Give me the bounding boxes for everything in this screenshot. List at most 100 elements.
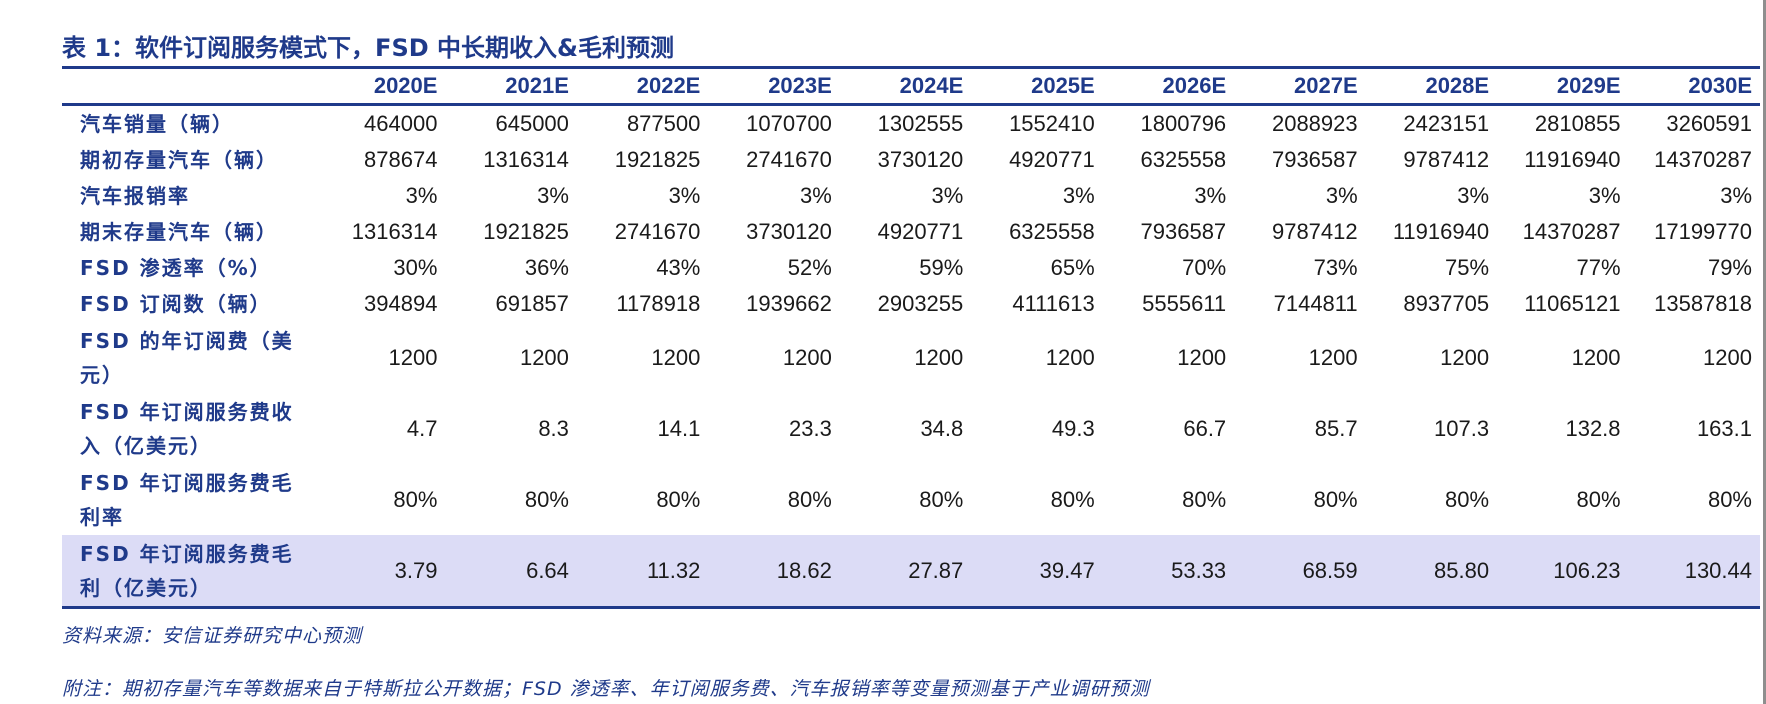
- table-cell: 3%: [668, 183, 701, 208]
- table-cell: 49.3: [1051, 415, 1095, 441]
- table-cell: 39.47: [971, 535, 1103, 608]
- table-cell: 3%: [1325, 183, 1358, 208]
- row-label: FSD 的年订阅费（美元）: [80, 328, 294, 387]
- table-cell: 4.7: [406, 415, 438, 441]
- table-cell: 9787412: [1403, 147, 1490, 172]
- table-row: 汽车报销率 3% 3% 3% 3% 3% 3% 3% 3% 3% 3% 3%: [62, 178, 1760, 214]
- table-cell: 1070700: [746, 111, 832, 136]
- table-cell: 3%: [537, 183, 569, 208]
- header-year: 2024E: [899, 73, 964, 98]
- table-cell: 7144811: [1273, 291, 1358, 316]
- table-cell: 1178918: [616, 291, 701, 316]
- row-label: 期末存量汽车（辆）: [80, 220, 278, 244]
- table-cell: 3.79: [314, 535, 446, 608]
- table-cell: 6325558: [1140, 147, 1227, 172]
- table-cell: 1200: [651, 344, 701, 370]
- table-cell: 85.7: [1314, 415, 1358, 441]
- table-row: 期末存量汽车（辆） 1316314 1921825 2741670 3730120 492…: [62, 214, 1760, 250]
- table-cell: 80%: [1050, 486, 1095, 512]
- table-cell: 53.33: [1102, 535, 1235, 608]
- row-label: FSD 渗透率（%）: [80, 256, 272, 280]
- table-cell: 6325558: [1009, 219, 1095, 244]
- table-cell: 11916940: [1392, 219, 1490, 244]
- table-cell: 80%: [787, 486, 832, 512]
- row-label: FSD 年订阅服务费毛利率: [80, 470, 294, 529]
- table-cell: 106.23: [1497, 535, 1629, 608]
- table-cell: 7936587: [1140, 219, 1227, 244]
- table-cell: 34.8: [920, 415, 964, 441]
- table-cell: 27.87: [839, 535, 972, 608]
- table-cell: 877500: [626, 111, 701, 136]
- header-year: 2030E: [1688, 73, 1752, 98]
- row-label: FSD 年订阅服务费毛利（亿美元）: [62, 535, 314, 608]
- table-cell: 1200: [1571, 344, 1621, 370]
- table-cell: 80%: [524, 486, 569, 512]
- table-cell: 1316314: [351, 219, 438, 244]
- table-cell: 85.80: [1365, 535, 1498, 608]
- table-cell: 1200: [914, 344, 964, 370]
- header-empty-cell: [62, 68, 314, 105]
- source-note: 资料来源：安信证券研究中心预测: [62, 625, 363, 647]
- table-cell: 14.1: [657, 415, 701, 441]
- table-cell: 9787412: [1271, 219, 1358, 244]
- table-cell: 52%: [787, 255, 832, 280]
- table-cell: 645000: [495, 111, 569, 136]
- table-row: 汽车销量（辆） 464000 645000 877500 1070700 1302555 1…: [62, 105, 1760, 143]
- table-cell: 1939662: [746, 291, 832, 316]
- table-cell: 18.62: [708, 535, 840, 608]
- table-cell: 8.3: [538, 415, 569, 441]
- row-label: FSD 年订阅服务费收入（亿美元）: [80, 399, 294, 458]
- table-cell: 2423151: [1403, 111, 1490, 136]
- table-cell: 3260591: [1666, 111, 1752, 136]
- table-row: FSD 的年订阅费（美元） 1200 1200 1200 1200 1200 1200 120…: [62, 322, 1760, 393]
- table-cell: 70%: [1182, 255, 1227, 280]
- table-row: FSD 渗透率（%） 30% 36% 43% 52% 59% 65% 70% 73% 75% 77%…: [62, 250, 1760, 286]
- table-cell: 68.59: [1234, 535, 1366, 608]
- table-cell: 1200: [782, 344, 832, 370]
- table-cell: 80%: [1313, 486, 1358, 512]
- header-year: 2021E: [505, 73, 569, 98]
- table-title: 表 1：软件订阅服务模式下，FSD 中长期收入&毛利预测: [62, 34, 674, 62]
- table-cell: 43%: [656, 255, 701, 280]
- table-cell: 878674: [364, 147, 438, 172]
- table-cell: 79%: [1707, 255, 1752, 280]
- table-cell: 80%: [1445, 486, 1490, 512]
- table-cell: 3%: [1062, 183, 1095, 208]
- table-cell: 11916940: [1524, 147, 1621, 172]
- table-cell: 13587818: [1654, 291, 1752, 316]
- table-cell: 1200: [1308, 344, 1358, 370]
- table-cell: 3730120: [746, 219, 832, 244]
- header-year: 2027E: [1294, 73, 1358, 98]
- forecast-table: 2020E 2021E 2022E 2023E 2024E 2025E 2026…: [62, 66, 1760, 609]
- table-cell: 2741670: [746, 147, 832, 172]
- table-cell: 30%: [393, 255, 438, 280]
- table-cell: 11.32: [576, 535, 709, 608]
- row-label: 汽车销量（辆）: [80, 112, 234, 136]
- table-row: FSD 年订阅服务费收入（亿美元） 4.7 8.3 14.1 23.3 34.8 49.3 6…: [62, 393, 1760, 464]
- row-label: 汽车报销率: [80, 184, 190, 208]
- table-cell: 1800796: [1140, 111, 1227, 136]
- table-row: FSD 年订阅服务费毛利（亿美元） 3.79 6.64 11.32 18.62 27.87…: [62, 535, 1760, 608]
- table-cell: 3%: [1457, 183, 1490, 208]
- table-cell: 4920771: [1009, 147, 1095, 172]
- table-cell: 1316314: [483, 147, 569, 172]
- table-cell: 130.44: [1628, 535, 1760, 608]
- table-cell: 691857: [495, 291, 569, 316]
- header-year: 2020E: [373, 73, 438, 98]
- table-cell: 23.3: [788, 415, 832, 441]
- table-cell: 107.3: [1434, 415, 1490, 441]
- table-cell: 80%: [1707, 486, 1752, 512]
- table-cell: 2088923: [1271, 111, 1358, 136]
- table-cell: 1200: [1703, 344, 1752, 370]
- table-cell: 8937705: [1403, 291, 1490, 316]
- table-cell: 464000: [364, 111, 438, 136]
- table-cell: 73%: [1313, 255, 1358, 280]
- table-cell: 59%: [919, 255, 964, 280]
- table-cell: 394894: [364, 291, 438, 316]
- table-cell: 4111613: [1012, 291, 1095, 316]
- table-row: FSD 订阅数（辆） 394894 691857 1178918 1939662 2903…: [62, 286, 1760, 322]
- table-cell: 132.8: [1565, 415, 1621, 441]
- row-label: FSD 订阅数（辆）: [80, 292, 272, 316]
- header-year: 2026E: [1162, 73, 1227, 98]
- header-year: 2029E: [1556, 73, 1621, 98]
